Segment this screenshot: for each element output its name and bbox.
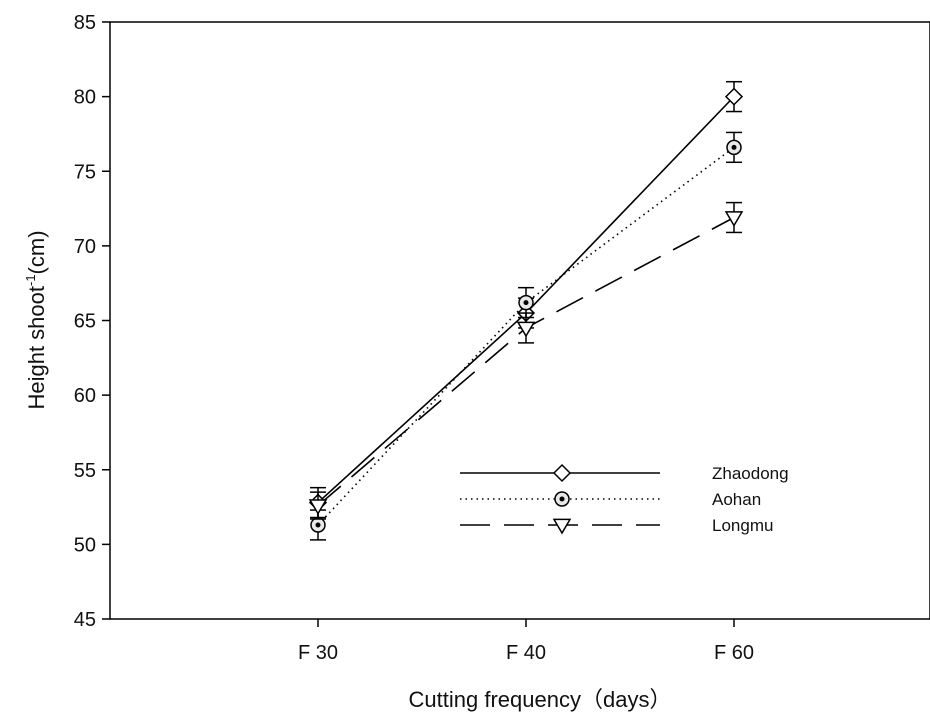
y-axis-title-group: Height shoot-1(cm) [23, 230, 49, 409]
y-axis-title: Height shoot-1(cm) [23, 230, 49, 409]
legend-marker-center [560, 497, 565, 502]
y-tick-label: 60 [74, 385, 96, 407]
y-tick-label: 55 [74, 460, 96, 482]
legend-label: Aohan [712, 490, 761, 509]
x-axis-title: Cutting frequency（days） [409, 687, 672, 712]
y-tick-label: 70 [74, 236, 96, 258]
data-point-center [316, 522, 321, 527]
y-axis-title-main: Height shoot [24, 286, 49, 410]
legend-label: Longmu [712, 516, 773, 535]
y-axis-title-superscript: -1 [23, 274, 38, 286]
y-tick-label: 75 [74, 161, 96, 183]
data-point-center [732, 145, 737, 150]
y-tick-label: 45 [74, 609, 96, 631]
data-point-center [524, 300, 529, 305]
x-tick-label: F 40 [506, 642, 546, 664]
y-tick-label: 65 [74, 311, 96, 333]
y-axis-title-unit: (cm) [24, 230, 49, 274]
y-tick-label: 80 [74, 87, 96, 109]
legend-label: Zhaodong [712, 464, 789, 483]
y-tick-label: 50 [74, 534, 96, 556]
x-tick-label: F 30 [298, 642, 338, 664]
y-tick-label: 85 [74, 12, 96, 34]
x-tick-label: F 60 [714, 642, 754, 664]
